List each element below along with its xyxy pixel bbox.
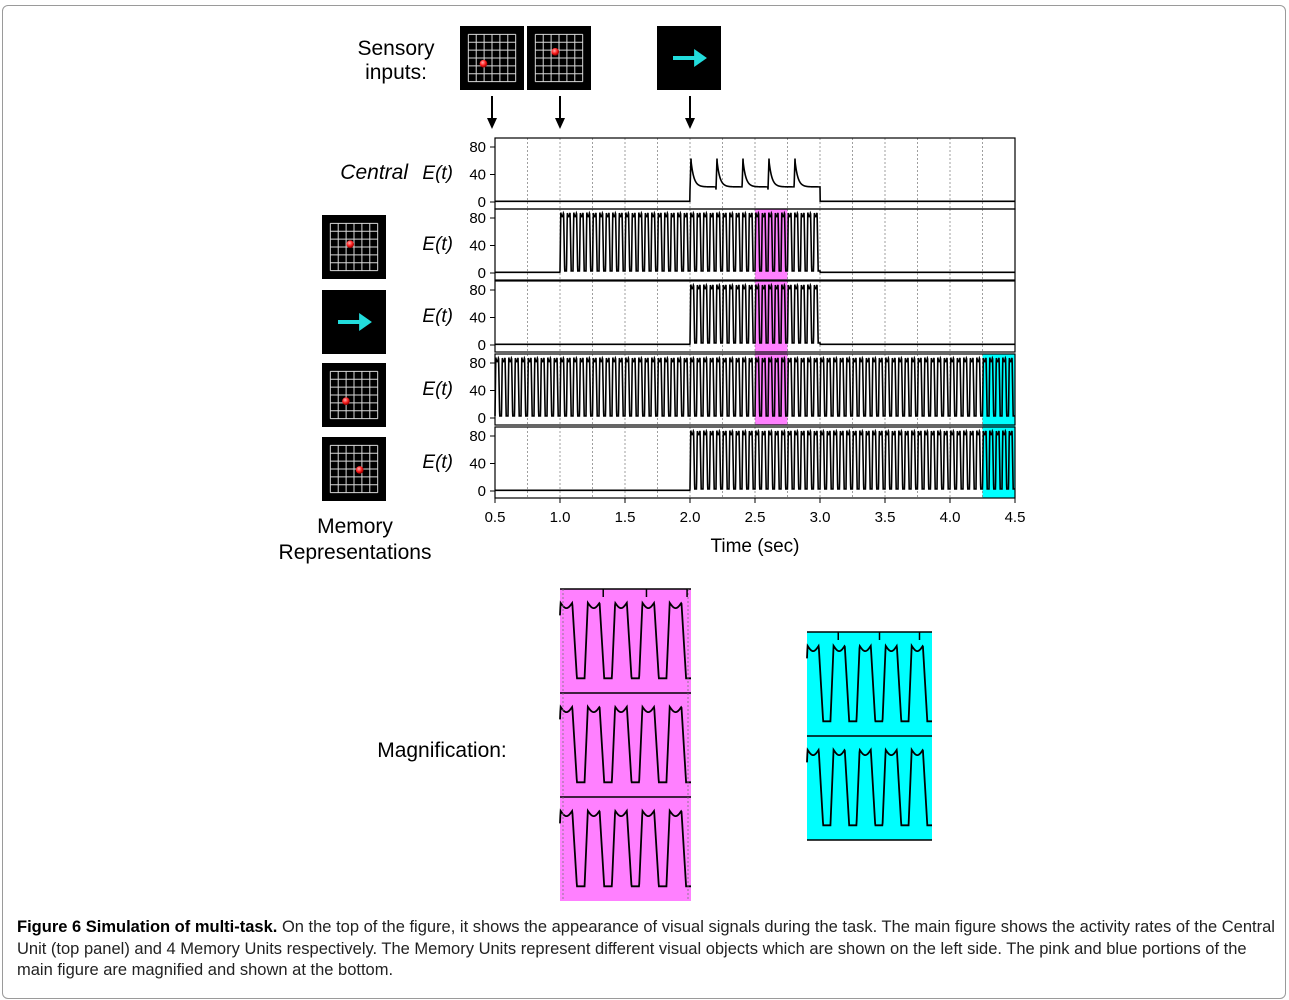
x-tick-label: 1.5 — [615, 509, 636, 526]
sensory-inputs-label-line1: Sensory — [357, 37, 435, 60]
grid-lines — [467, 33, 517, 83]
sensory-stimulus-3 — [657, 26, 721, 90]
sensory-stimulus-2 — [527, 26, 591, 90]
panel-5: 0 40 80 E(t) — [422, 426, 1016, 500]
sensory-stimulus-1 — [460, 26, 524, 90]
x-tick-label: 4.0 — [940, 509, 961, 526]
figure-6: Sensory inputs: Central Memory Represent… — [279, 26, 1026, 901]
y-axis-label: E(t) — [422, 379, 453, 400]
series-line-4 — [494, 355, 1015, 417]
x-tick-label: 1.0 — [550, 509, 571, 526]
panel-1: 0 40 80 E(t) — [422, 137, 1016, 211]
sensory-inputs-label-line2: inputs: — [365, 61, 427, 84]
y-tick-label: 0 — [478, 194, 486, 211]
grid-lines — [329, 222, 379, 272]
pink-magnified-2 — [559, 692, 691, 797]
panel-frame — [494, 280, 1016, 353]
y-tick-label: 80 — [469, 428, 486, 445]
y-tick-label: 40 — [469, 167, 486, 184]
x-tick-label: 4.5 — [1005, 509, 1026, 526]
red-dot — [346, 240, 355, 248]
magnified-wave — [559, 600, 691, 680]
y-axis-label: E(t) — [422, 452, 453, 473]
red-dot — [479, 59, 488, 68]
y-axis-label: E(t) — [422, 306, 453, 327]
magnification-panels — [559, 588, 932, 901]
series-line-2 — [495, 210, 1015, 274]
cyan-magnified-1 — [806, 631, 932, 736]
memory-icon-1 — [322, 215, 386, 279]
y-tick-label: 0 — [478, 337, 486, 354]
y-tick-label: 40 — [469, 456, 486, 473]
memory-label-line1: Memory — [317, 515, 393, 538]
memory-icon-2 — [322, 290, 386, 354]
x-tick-label: 0.5 — [485, 509, 506, 526]
y-tick-label: 80 — [469, 210, 486, 227]
activity-panels: 0 40 80 E(t) 0 40 80 E(t) 0 40 80 E(t) 0 40 80 E(t) 0 40 8… — [422, 137, 1016, 500]
cyan-magnified-2 — [806, 735, 932, 840]
magnification-label: Magnification: — [377, 739, 507, 762]
arrow-icon — [694, 49, 707, 67]
y-tick-label: 40 — [469, 383, 486, 400]
arrow-icon — [359, 313, 372, 331]
series-line-1 — [495, 158, 1015, 203]
x-tick-label: 2.5 — [745, 509, 766, 526]
stimulus-onset-arrows — [487, 96, 695, 129]
caption-title: Figure 6 Simulation of multi-task. — [17, 918, 278, 936]
magnified-wave — [559, 704, 691, 784]
panel-3: 0 40 80 E(t) — [422, 280, 1016, 354]
memory-icon-3 — [322, 363, 386, 427]
y-axis-label: E(t) — [422, 163, 453, 184]
magnified-wave — [559, 808, 691, 888]
x-tick-label: 3.5 — [875, 509, 896, 526]
y-tick-label: 0 — [478, 483, 486, 500]
grid-lines — [534, 33, 584, 83]
x-axis-label: Time (sec) — [710, 536, 799, 557]
y-tick-label: 40 — [469, 238, 486, 255]
panel-frame — [494, 353, 1016, 426]
grid-lines — [329, 370, 379, 420]
y-axis-label: E(t) — [422, 234, 453, 255]
sensory-stimuli — [460, 26, 721, 90]
magnified-wave — [806, 747, 932, 827]
red-dot — [342, 397, 350, 405]
y-tick-label: 80 — [469, 139, 486, 156]
y-tick-label: 0 — [478, 265, 486, 282]
x-axis: 0.5 1.0 1.5 2.0 2.5 3.0 3.5 4.0 4.5 — [485, 498, 1026, 526]
x-tick-label: 3.0 — [810, 509, 831, 526]
red-dot — [355, 466, 364, 474]
series-line-3 — [495, 282, 1015, 346]
y-tick-label: 40 — [469, 310, 486, 327]
y-tick-label: 80 — [469, 282, 486, 299]
central-unit-label: Central — [340, 161, 409, 184]
onset-arrowhead — [487, 118, 497, 129]
pink-magnified-1 — [559, 588, 691, 693]
memory-label-line2: Representations — [279, 541, 432, 564]
panel-4: 0 40 80 E(t) — [422, 353, 1016, 427]
pink-magnified-3 — [559, 796, 691, 901]
memory-representation-icons — [322, 215, 386, 501]
memory-icon-4 — [322, 437, 386, 501]
panel-2: 0 40 80 E(t) — [422, 208, 1016, 282]
y-tick-label: 0 — [478, 410, 486, 427]
figure-caption: Figure 6 Simulation of multi-task. On th… — [17, 917, 1275, 982]
onset-arrowhead — [555, 118, 565, 129]
magnified-wave — [806, 643, 932, 723]
series-line-5 — [495, 428, 1015, 492]
y-tick-label: 80 — [469, 355, 486, 372]
caption-text: On the top of the figure, it shows the a… — [17, 918, 1275, 979]
grid-lines — [329, 444, 379, 494]
x-tick-label: 2.0 — [680, 509, 701, 526]
onset-arrowhead — [685, 118, 695, 129]
red-dot — [551, 48, 560, 56]
panel-frame — [494, 208, 1016, 281]
